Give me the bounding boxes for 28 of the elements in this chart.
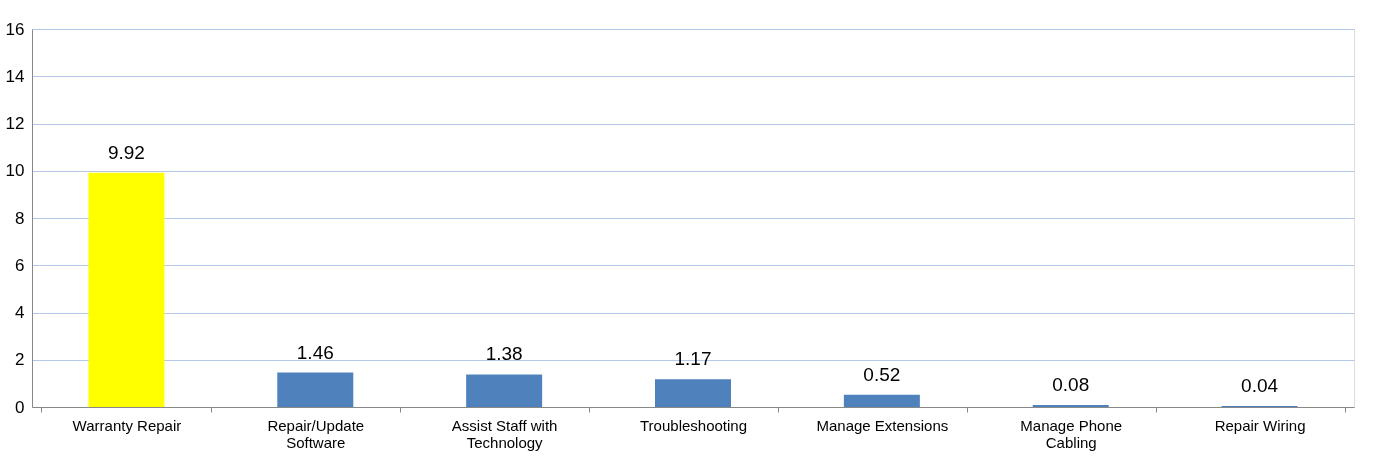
data-label: 0.52 xyxy=(863,363,901,385)
y-tick-label: 6 xyxy=(15,255,25,275)
data-label: 9.92 xyxy=(107,141,145,163)
y-tick-label: 8 xyxy=(15,208,25,228)
bar xyxy=(655,379,731,407)
x-tick-label: Troubleshooting xyxy=(639,416,748,434)
bar xyxy=(843,394,920,407)
x-tick-label: Repair/Update Software xyxy=(267,416,365,451)
y-tick-label: 16 xyxy=(5,19,25,39)
y-tick-label: 14 xyxy=(5,66,25,86)
x-tick-label: Warranty Repair xyxy=(72,416,182,434)
data-label: 0.08 xyxy=(1052,374,1090,396)
data-label: 0.04 xyxy=(1241,375,1279,397)
bar xyxy=(277,372,354,407)
data-label: 1.46 xyxy=(296,341,334,363)
y-tick-label: 2 xyxy=(15,350,25,370)
y-tick-label: 0 xyxy=(15,397,25,417)
y-tick-label: 10 xyxy=(5,161,25,181)
x-tick-label: Repair Wiring xyxy=(1214,416,1306,434)
y-tick-label: 12 xyxy=(5,114,25,133)
x-tick-label: Assist Staff with Technology xyxy=(451,416,558,451)
x-tick-label: Manage Phone Cabling xyxy=(1020,416,1123,451)
y-tick-label: 4 xyxy=(15,303,25,322)
data-label: 1.17 xyxy=(674,348,712,370)
x-tick-label: Manage Extensions xyxy=(816,416,949,434)
bar xyxy=(466,374,543,407)
bar xyxy=(88,172,165,407)
data-label: 1.38 xyxy=(485,343,523,365)
